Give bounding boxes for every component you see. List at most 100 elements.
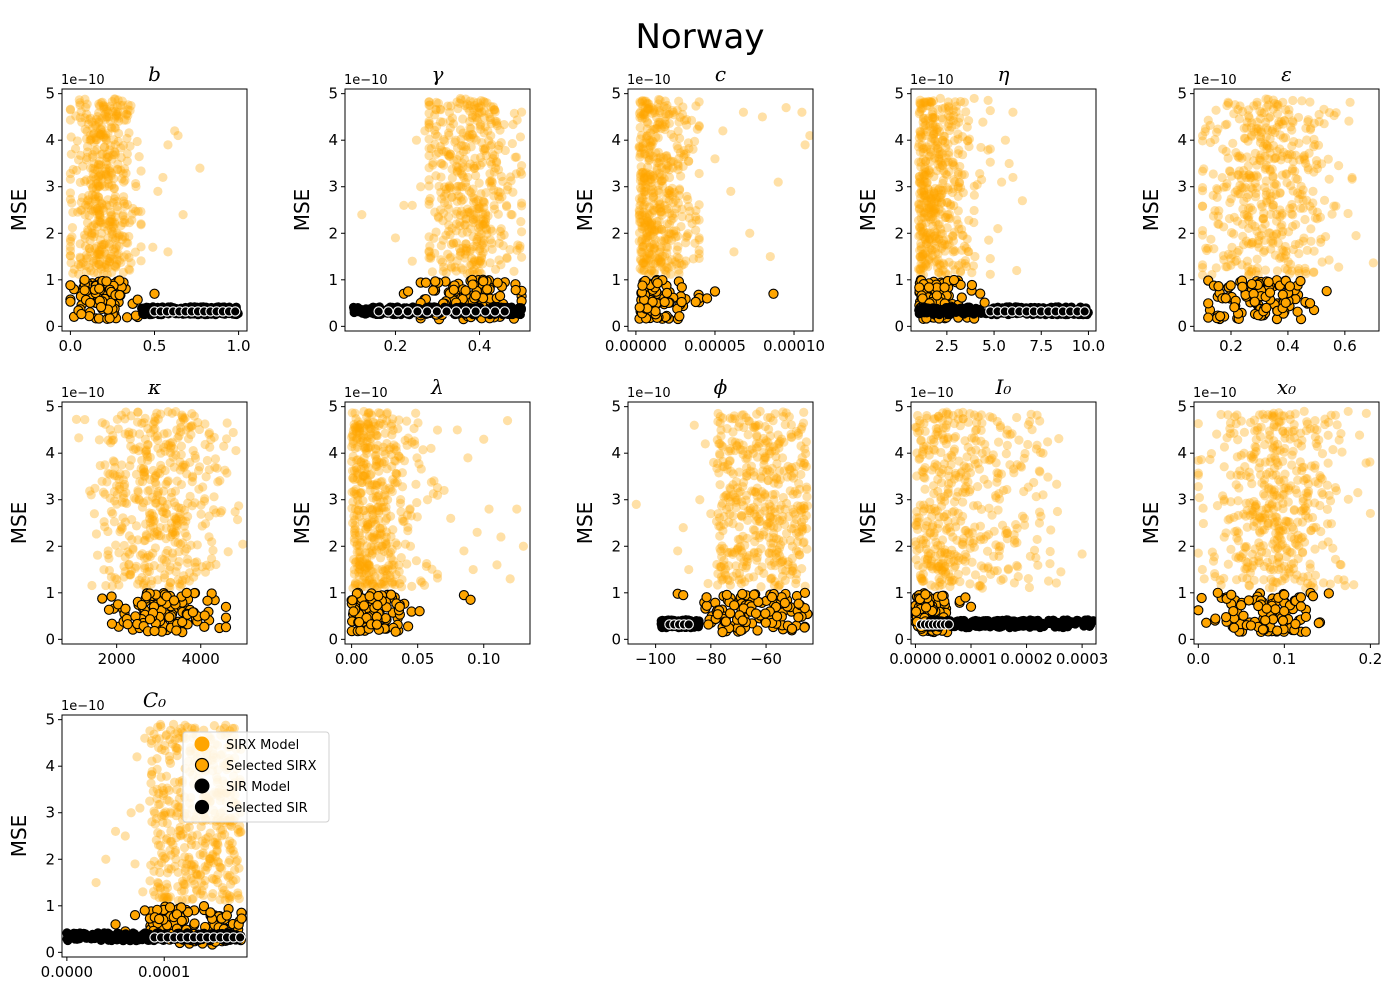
data-point [424, 151, 434, 161]
data-point [644, 202, 654, 212]
data-point [446, 513, 456, 523]
data-point [87, 580, 97, 591]
data-point [924, 237, 934, 247]
data-point [1295, 189, 1305, 200]
data-point [443, 150, 453, 160]
data-point [674, 311, 685, 322]
data-point [363, 522, 373, 532]
data-point [485, 112, 495, 123]
data-point [106, 170, 116, 181]
data-point [985, 144, 995, 154]
data-point [969, 181, 979, 191]
data-point [99, 517, 109, 527]
data-point [1302, 245, 1312, 255]
data-point [165, 562, 175, 572]
data-point [364, 443, 374, 453]
data-point [943, 101, 953, 111]
data-point [206, 435, 216, 445]
data-point [127, 215, 137, 225]
data-point [985, 254, 995, 264]
data-point [919, 97, 930, 107]
data-point [430, 276, 441, 287]
data-point [170, 537, 180, 547]
data-point [928, 125, 938, 136]
data-point [451, 306, 462, 317]
data-point [1264, 113, 1274, 123]
data-point [1287, 221, 1298, 231]
data-point [656, 206, 666, 217]
data-point [754, 517, 765, 527]
y-offset-label: 1e−10 [344, 386, 388, 401]
data-point [1238, 204, 1248, 214]
data-point [206, 554, 217, 564]
data-point [142, 452, 153, 462]
data-point [171, 625, 182, 636]
data-point [496, 138, 506, 148]
data-point [160, 570, 170, 580]
data-point [472, 527, 482, 537]
data-point [1229, 109, 1239, 119]
data-point [361, 510, 371, 520]
data-point [478, 216, 489, 226]
data-point [352, 455, 362, 465]
data-point [1262, 140, 1272, 150]
data-point [81, 102, 91, 112]
data-point [1239, 123, 1249, 133]
data-point [424, 232, 434, 242]
data-point [641, 212, 652, 223]
data-point [439, 191, 449, 202]
data-point [468, 104, 479, 114]
data-point [75, 239, 85, 249]
data-point [136, 599, 147, 611]
data-point [496, 532, 506, 542]
data-point [645, 169, 655, 179]
data-point [1284, 105, 1294, 115]
data-point [101, 163, 111, 173]
series-sirx-model [913, 93, 1027, 280]
data-point [460, 253, 470, 263]
data-point [692, 124, 702, 134]
data-point [1263, 100, 1274, 110]
data-point [367, 533, 377, 543]
data-point [948, 245, 959, 255]
y-axis-label: MSE [573, 189, 597, 232]
data-point [109, 174, 119, 184]
data-point [766, 574, 776, 584]
data-point [647, 136, 657, 146]
data-point [124, 430, 134, 440]
data-point [1000, 135, 1010, 145]
data-point [925, 151, 935, 161]
data-point [1297, 96, 1307, 106]
data-point [674, 153, 684, 164]
data-point [1226, 260, 1236, 270]
data-point [1247, 219, 1257, 229]
data-point [106, 217, 116, 227]
data-point [125, 434, 135, 444]
data-point [1274, 119, 1284, 130]
data-point [985, 157, 995, 167]
data-point [96, 98, 106, 108]
data-point [652, 203, 662, 213]
data-point [1244, 212, 1254, 222]
data-point [425, 241, 435, 251]
data-point [81, 200, 91, 210]
data-point [671, 259, 682, 269]
data-point [681, 232, 691, 242]
data-point [162, 477, 172, 487]
data-point [110, 94, 120, 104]
data-point [486, 181, 496, 191]
data-point [89, 129, 99, 139]
data-point [927, 251, 937, 261]
data-point [492, 277, 503, 288]
data-point [397, 468, 407, 478]
data-point [650, 235, 661, 245]
data-point [368, 510, 378, 520]
subplot-title: γ [432, 62, 444, 86]
data-point [1227, 250, 1237, 260]
data-point [1249, 101, 1259, 111]
data-point [359, 458, 369, 468]
data-point [149, 527, 160, 537]
series-selected-sirx [97, 587, 232, 638]
data-point [170, 528, 180, 538]
